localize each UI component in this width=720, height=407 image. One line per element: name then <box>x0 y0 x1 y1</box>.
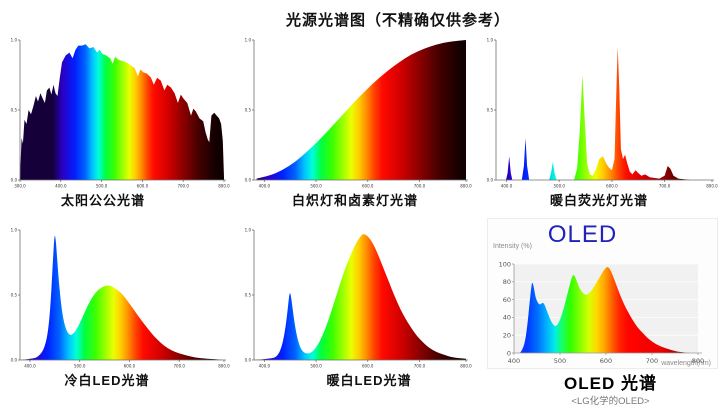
warm-white-fluorescent-spectrum-panel: 1.0 0.5 0.0 400.0 500.0 600.0 700.0 800.0 暖白荧光灯… <box>480 30 718 209</box>
svg-text:0.5: 0.5 <box>245 107 252 112</box>
svg-text:60: 60 <box>503 296 511 304</box>
svg-text:700.0: 700.0 <box>414 184 426 189</box>
svg-text:600.0: 600.0 <box>362 364 374 369</box>
svg-text:400.0: 400.0 <box>24 364 36 369</box>
incandescent-halogen-spectrum-caption: 白炽灯和卤素灯光谱 <box>291 193 418 208</box>
svg-text:500.0: 500.0 <box>310 364 322 369</box>
oled-title: OLED <box>547 221 618 248</box>
svg-text:1.0: 1.0 <box>245 37 252 42</box>
warm-white-fluorescent-spectrum-chart: 1.0 0.5 0.0 400.0 500.0 600.0 700.0 800.0 <box>487 37 718 189</box>
svg-text:500.0: 500.0 <box>553 184 565 189</box>
warm-white-led-spectrum-panel: 1.0 0.5 0.0 400.0 500.0 600.0 700.0 800.0 暖白LED… <box>238 220 472 389</box>
svg-text:400.0: 400.0 <box>259 184 271 189</box>
warm-white-fluorescent-spectrum-caption: 暖白荧光灯光谱 <box>549 193 648 208</box>
oled-y-axis-label: Intensity (%) <box>493 243 532 250</box>
svg-text:800: 800 <box>692 357 704 365</box>
svg-text:800.0: 800.0 <box>218 184 230 189</box>
incandescent-halogen-spectrum-chart: 1.0 0.5 0.0 400.0 500.0 600.0 700.0 800.0 <box>245 37 472 189</box>
svg-text:700.0: 700.0 <box>177 184 189 189</box>
svg-text:300.0: 300.0 <box>14 184 26 189</box>
incandescent-halogen-spectrum-panel: 1.0 0.5 0.0 400.0 500.0 600.0 700.0 800.0 白炽灯和卤… <box>238 30 472 209</box>
svg-text:400.0: 400.0 <box>55 184 67 189</box>
oled-caption-block: OLED 光谱 <LG化学的OLED> <box>487 369 718 407</box>
svg-text:500: 500 <box>554 357 566 365</box>
svg-text:600.0: 600.0 <box>606 184 618 189</box>
svg-text:800.0: 800.0 <box>460 184 472 189</box>
oled-spectrum-chart: 0 20 40 60 80 100 400 500 600 700 800 <box>499 260 705 365</box>
svg-text:700.0: 700.0 <box>414 364 426 369</box>
svg-text:0.0: 0.0 <box>487 177 494 182</box>
svg-text:1.0: 1.0 <box>487 37 494 42</box>
svg-text:800.0: 800.0 <box>460 364 472 369</box>
svg-text:1.0: 1.0 <box>11 37 18 42</box>
svg-text:600: 600 <box>600 357 612 365</box>
svg-text:400.0: 400.0 <box>501 184 513 189</box>
svg-text:700.0: 700.0 <box>659 184 671 189</box>
cool-white-led-spectrum-panel: 1.0 0.5 0.0 400.0 500.0 600.0 700.0 800.0 冷白LED… <box>4 220 230 389</box>
svg-text:0.0: 0.0 <box>245 357 252 362</box>
sun-spectrum-chart: 1.0 0.5 0.0 300.0 400.0 500.0 600.0 700.0 800.0 <box>11 37 230 189</box>
svg-text:0.0: 0.0 <box>11 357 18 362</box>
svg-text:0.5: 0.5 <box>11 107 18 112</box>
svg-text:20: 20 <box>503 332 511 340</box>
svg-text:500.0: 500.0 <box>74 364 86 369</box>
svg-text:0: 0 <box>507 349 511 357</box>
svg-text:700.0: 700.0 <box>173 364 185 369</box>
svg-text:0.5: 0.5 <box>245 292 252 297</box>
oled-spectrum-panel: OLED Intensity (%) 0 20 40 60 80 100 400 500 600… <box>487 218 718 369</box>
svg-text:40: 40 <box>503 314 511 322</box>
svg-text:700: 700 <box>646 357 658 365</box>
svg-text:500.0: 500.0 <box>96 184 108 189</box>
svg-text:0.5: 0.5 <box>487 107 494 112</box>
page-title: 光源光谱图（不精确仅供参考） <box>285 12 510 29</box>
svg-text:400.0: 400.0 <box>259 364 271 369</box>
svg-text:600.0: 600.0 <box>362 184 374 189</box>
oled-x-axis-label: wavelength(nm) <box>661 360 711 367</box>
cool-white-led-spectrum-chart: 1.0 0.5 0.0 400.0 500.0 600.0 700.0 800.0 <box>11 227 230 369</box>
svg-text:1.0: 1.0 <box>11 227 18 232</box>
svg-text:600.0: 600.0 <box>137 184 149 189</box>
svg-text:500.0: 500.0 <box>310 184 322 189</box>
svg-text:800.0: 800.0 <box>218 364 230 369</box>
svg-text:800.0: 800.0 <box>706 184 718 189</box>
svg-text:0.5: 0.5 <box>11 292 18 297</box>
svg-text:1.0: 1.0 <box>245 227 252 232</box>
svg-text:0.0: 0.0 <box>11 177 18 182</box>
oled-spectrum-subcaption: <LG化学的OLED> <box>571 396 650 407</box>
warm-white-led-spectrum-caption: 暖白LED光谱 <box>326 373 412 388</box>
warm-white-led-spectrum-chart: 1.0 0.5 0.0 400.0 500.0 600.0 700.0 800.0 <box>245 227 472 369</box>
svg-text:600.0: 600.0 <box>124 364 136 369</box>
sun-spectrum-panel: 1.0 0.5 0.0 300.0 400.0 500.0 600.0 700.0 800.0 … <box>4 30 230 209</box>
svg-text:100: 100 <box>499 260 511 268</box>
svg-text:80: 80 <box>503 278 511 286</box>
cool-white-led-spectrum-caption: 冷白LED光谱 <box>64 373 150 388</box>
oled-spectrum-caption: OLED 光谱 <box>564 374 657 393</box>
svg-text:400: 400 <box>508 357 520 365</box>
svg-text:0.0: 0.0 <box>245 177 252 182</box>
sun-spectrum-caption: 太阳公公光谱 <box>60 193 145 208</box>
